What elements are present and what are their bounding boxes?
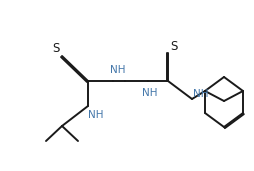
Text: NH: NH bbox=[193, 89, 209, 99]
Text: NH: NH bbox=[110, 65, 126, 75]
Text: S: S bbox=[170, 40, 178, 52]
Text: NH: NH bbox=[142, 88, 158, 98]
Text: S: S bbox=[52, 43, 60, 56]
Text: NH: NH bbox=[88, 110, 104, 120]
